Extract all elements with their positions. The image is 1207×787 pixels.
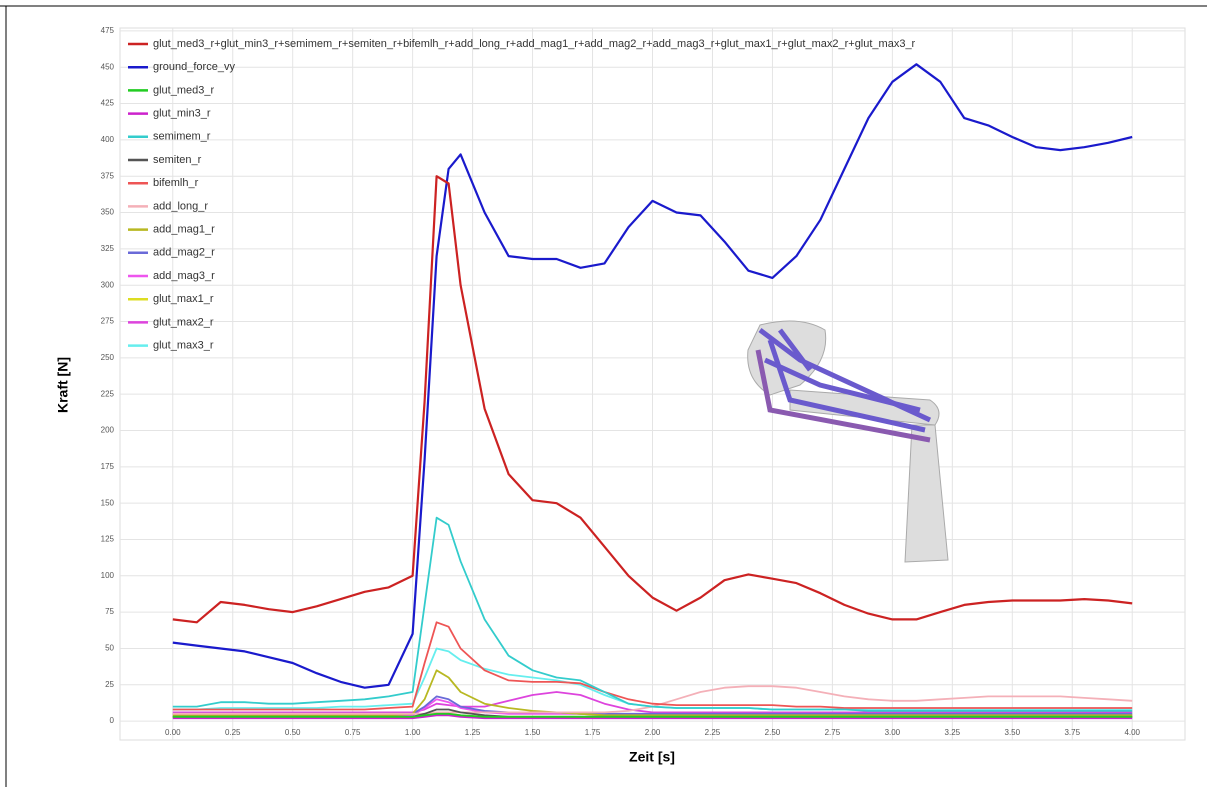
series-line [172, 175, 1133, 624]
muscles [755, 328, 932, 443]
legend-label: add_long_r [153, 200, 208, 212]
y-tick-label: 150 [101, 498, 115, 507]
x-tick-label: 2.75 [825, 728, 841, 737]
y-tick-label: 75 [105, 607, 114, 616]
x-tick-label: 0.25 [225, 728, 241, 737]
y-tick-label: 350 [101, 208, 115, 217]
y-tick-label: 475 [101, 26, 115, 35]
y-tick-label: 175 [101, 462, 115, 471]
legend-label: semimem_r [153, 131, 211, 143]
x-tick-label: 0.00 [165, 728, 181, 737]
y-tick-label: 275 [101, 317, 115, 326]
x-tick-label: 0.50 [285, 728, 301, 737]
y-tick-label: 125 [101, 535, 115, 544]
y-tick-label: 375 [101, 171, 115, 180]
series-line [172, 621, 1133, 711]
legend-label: bifemlh_r [153, 177, 199, 189]
x-tick-label: 2.00 [645, 728, 661, 737]
legend: glut_med3_r+glut_min3_r+semimem_r+semite… [128, 38, 916, 352]
y-tick-label: 100 [101, 571, 115, 580]
muscle [767, 339, 926, 433]
series-line [172, 685, 1133, 715]
x-tick-label: 3.50 [1005, 728, 1021, 737]
y-tick-label: 25 [105, 680, 114, 689]
y-tick-label: 450 [101, 62, 115, 71]
y-axis-label: Kraft [N] [55, 357, 71, 413]
muscle [755, 349, 931, 443]
series-line [172, 714, 1133, 720]
legend-label: add_mag1_r [153, 224, 215, 236]
grid: 0 25 50 75 100 125 150 175 200 225 250 275 300 325 350… [101, 26, 1185, 740]
tibia [904, 424, 949, 563]
y-tick-label: 200 [101, 426, 115, 435]
x-tick-label: 3.75 [1064, 728, 1080, 737]
legend-label: glut_med3_r+glut_min3_r+semimem_r+semite… [153, 38, 916, 50]
legend-label: add_mag3_r [153, 270, 215, 282]
legend-label: semiten_r [153, 154, 202, 166]
y-tick-label: 400 [101, 135, 115, 144]
legend-label: glut_max3_r [153, 340, 214, 352]
series-line [172, 712, 1133, 718]
muscle [763, 357, 921, 413]
y-tick-label: 0 [110, 716, 115, 725]
x-tick-label: 1.50 [525, 728, 541, 737]
x-tick-label: 1.75 [585, 728, 601, 737]
legend-label: add_mag2_r [153, 247, 215, 259]
y-tick-label: 50 [105, 644, 114, 653]
y-tick-label: 300 [101, 280, 115, 289]
series-line [172, 63, 1133, 689]
x-tick-label: 3.00 [885, 728, 901, 737]
x-tick-label: 1.00 [405, 728, 421, 737]
x-tick-label: 2.50 [765, 728, 781, 737]
legend-label: glut_max2_r [153, 316, 214, 328]
x-tick-label: 2.25 [705, 728, 721, 737]
lines [172, 63, 1133, 720]
x-tick-label: 4.00 [1124, 728, 1140, 737]
x-tick-label: 1.25 [465, 728, 481, 737]
series-line [172, 516, 1133, 712]
legend-label: glut_max1_r [153, 293, 214, 305]
muscle [778, 328, 812, 372]
skeleton-image [747, 320, 949, 563]
y-tick-label: 325 [101, 244, 115, 253]
legend-label: glut_med3_r [153, 84, 214, 96]
x-axis-label: Zeit [s] [629, 749, 675, 765]
series-line [172, 691, 1133, 714]
x-tick-label: 3.25 [945, 728, 961, 737]
legend-label: glut_min3_r [153, 108, 211, 120]
y-tick-label: 425 [101, 99, 115, 108]
series-line [172, 669, 1133, 717]
x-tick-label: 0.75 [345, 728, 361, 737]
y-tick-label: 250 [101, 353, 115, 362]
legend-label: ground_force_vy [153, 61, 235, 73]
y-tick-label: 225 [101, 389, 115, 398]
